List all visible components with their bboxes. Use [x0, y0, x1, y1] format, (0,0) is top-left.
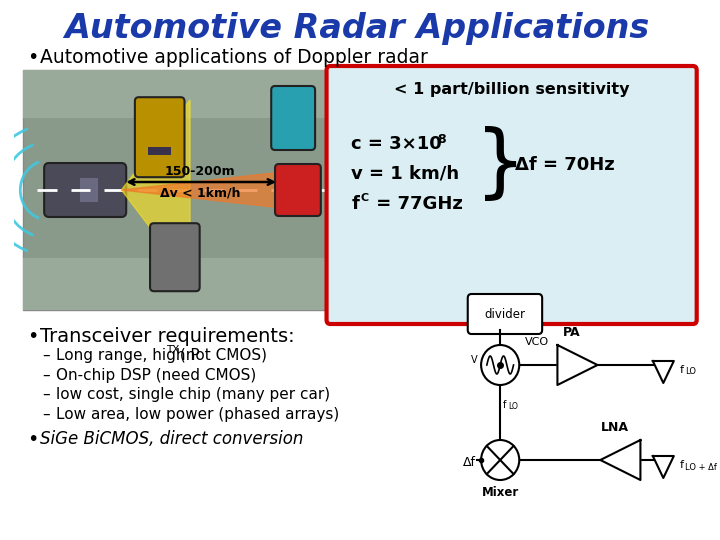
Text: LNA: LNA — [600, 421, 629, 434]
Text: Low area, low power (phased arrays): Low area, low power (phased arrays) — [55, 407, 339, 422]
Text: •: • — [27, 48, 38, 67]
Polygon shape — [557, 345, 598, 385]
Polygon shape — [653, 456, 674, 478]
FancyBboxPatch shape — [44, 163, 126, 217]
FancyBboxPatch shape — [23, 70, 327, 310]
Text: –: – — [42, 368, 50, 383]
Text: –: – — [42, 387, 50, 402]
FancyBboxPatch shape — [327, 66, 697, 324]
Text: 8: 8 — [437, 133, 446, 146]
Polygon shape — [122, 100, 190, 280]
Text: f: f — [680, 365, 683, 375]
Bar — [23, 70, 327, 118]
Text: f: f — [351, 195, 359, 213]
Text: C: C — [361, 193, 369, 203]
Text: –: – — [42, 407, 50, 422]
Text: Transceiver requirements:: Transceiver requirements: — [40, 327, 295, 346]
Text: Δf: Δf — [464, 456, 477, 469]
FancyBboxPatch shape — [275, 164, 321, 216]
Text: low cost, single chip (many per car): low cost, single chip (many per car) — [55, 387, 330, 402]
Text: •: • — [27, 327, 38, 346]
Text: •: • — [27, 430, 38, 449]
Text: TUNE: TUNE — [482, 362, 501, 368]
FancyBboxPatch shape — [150, 223, 199, 291]
Text: TX: TX — [166, 345, 180, 355]
Polygon shape — [653, 361, 674, 383]
Circle shape — [481, 345, 519, 385]
Polygon shape — [122, 170, 300, 210]
Text: Automotive Radar Applications: Automotive Radar Applications — [65, 12, 649, 45]
Text: Δf = 70Hz: Δf = 70Hz — [516, 156, 615, 174]
Text: f: f — [503, 400, 506, 410]
FancyBboxPatch shape — [468, 294, 542, 334]
Text: < 1 part/billion sensitivity: < 1 part/billion sensitivity — [394, 82, 629, 97]
Text: Long range, high P: Long range, high P — [55, 348, 199, 363]
Bar — [23, 258, 327, 310]
Text: –: – — [42, 348, 50, 363]
Text: On-chip DSP (need CMOS): On-chip DSP (need CMOS) — [55, 368, 256, 383]
Text: Mixer: Mixer — [482, 486, 519, 499]
Circle shape — [481, 440, 519, 480]
FancyBboxPatch shape — [271, 86, 315, 150]
Text: f: f — [680, 460, 683, 470]
Text: Δv < 1km/h: Δv < 1km/h — [160, 186, 240, 199]
Bar — [148, 147, 171, 155]
Text: LO: LO — [685, 368, 696, 376]
Text: v = 1 km/h: v = 1 km/h — [351, 165, 459, 183]
Text: LO: LO — [508, 402, 518, 411]
Text: V: V — [471, 355, 477, 365]
Text: c = 3×10: c = 3×10 — [351, 135, 442, 153]
Text: 150-200m: 150-200m — [165, 165, 235, 178]
Text: VCO: VCO — [525, 337, 549, 347]
Bar — [81, 178, 98, 202]
Text: PA: PA — [563, 326, 580, 339]
Polygon shape — [600, 440, 640, 480]
Text: divider: divider — [485, 307, 526, 321]
Text: }: } — [475, 126, 526, 204]
FancyBboxPatch shape — [135, 97, 184, 177]
Text: LO + Δf: LO + Δf — [685, 462, 717, 471]
Text: Automotive applications of Doppler radar: Automotive applications of Doppler radar — [40, 48, 428, 67]
Text: (not CMOS): (not CMOS) — [175, 348, 267, 363]
Text: SiGe BiCMOS, direct conversion: SiGe BiCMOS, direct conversion — [40, 430, 304, 448]
Text: = 77GHz: = 77GHz — [370, 195, 463, 213]
